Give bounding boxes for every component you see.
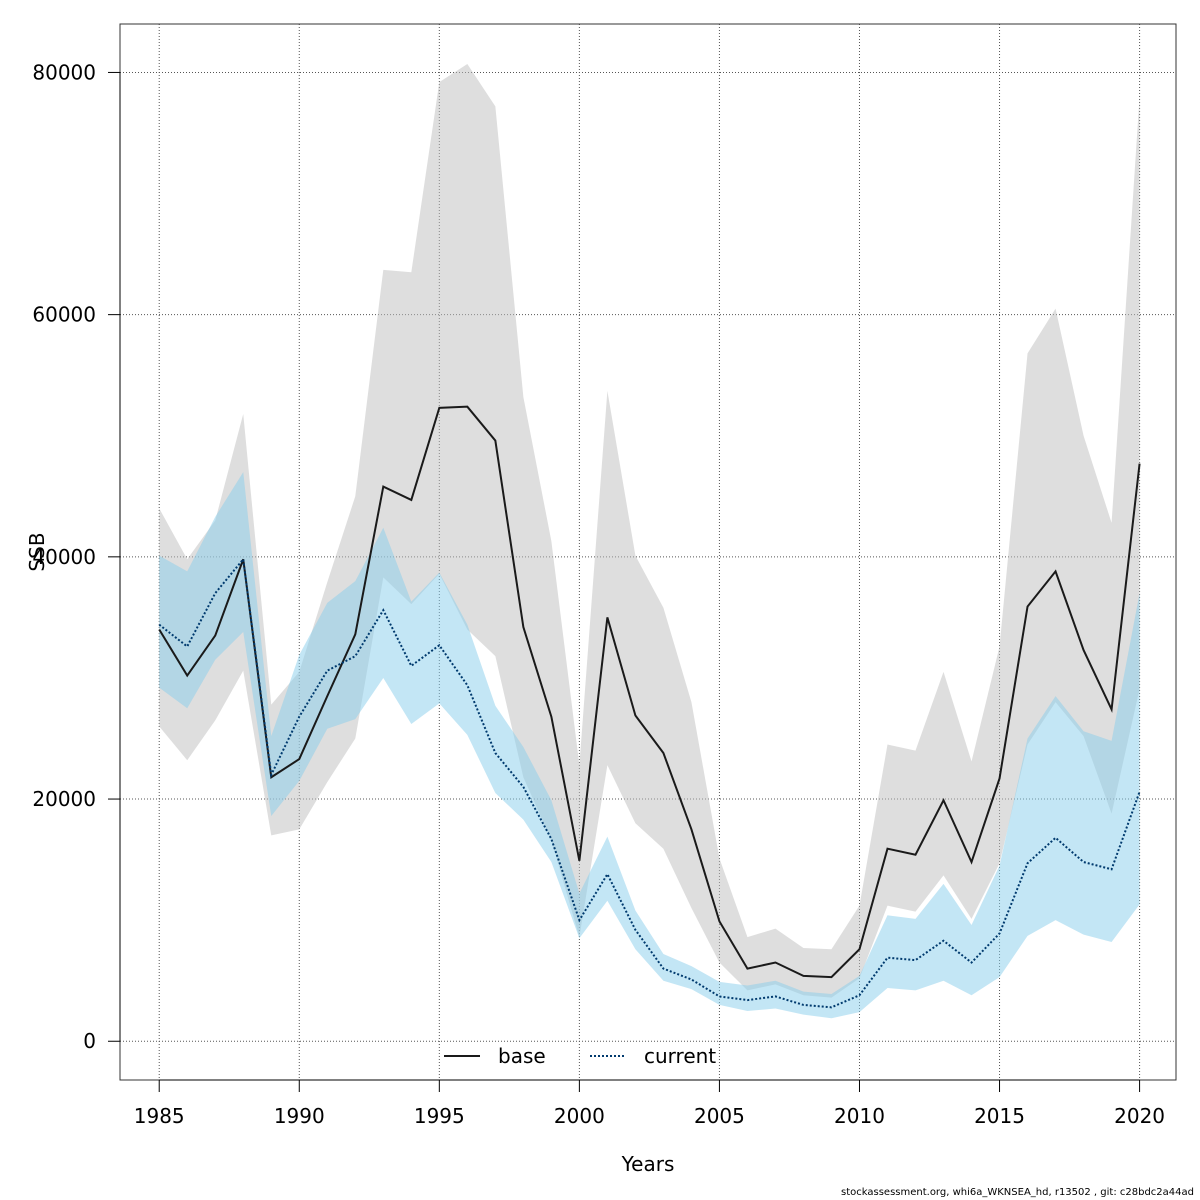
- y-tick-label: 40000: [32, 545, 96, 569]
- y-tick-label: 80000: [32, 60, 96, 84]
- legend-label-current: current: [644, 1044, 716, 1068]
- y-tick-label: 60000: [32, 303, 96, 327]
- footer-credit: stockassessment.org, whi6a_WKNSEA_hd, r1…: [841, 1187, 1194, 1198]
- x-tick-label: 1990: [274, 1104, 325, 1128]
- x-tick-label: 2015: [974, 1104, 1025, 1128]
- legend: base current: [444, 1044, 716, 1068]
- y-axis-title: SSB: [25, 532, 49, 571]
- line-base: [158, 405, 1141, 979]
- series-lines: [158, 405, 1141, 1009]
- legend-label-base: base: [498, 1044, 546, 1068]
- line-current: [158, 556, 1141, 1009]
- x-tick-label: 2010: [834, 1104, 885, 1128]
- x-tick-label: 1985: [134, 1104, 185, 1128]
- y-tick-label: 20000: [32, 787, 96, 811]
- x-tick-label: 1995: [414, 1104, 465, 1128]
- x-tick-label: 2005: [694, 1104, 745, 1128]
- x-axis: 1985 1990 1995 2000 2005 2010 2015 2020: [134, 1079, 1165, 1128]
- x-tick-label: 2000: [554, 1104, 605, 1128]
- y-tick-label: 0: [83, 1029, 96, 1053]
- band-base: [159, 63, 1140, 998]
- confidence-bands: [159, 63, 1140, 1019]
- x-axis-title: Years: [621, 1152, 675, 1176]
- y-axis: 0 20000 40000 60000 80000: [32, 60, 121, 1053]
- x-tick-label: 2020: [1114, 1104, 1165, 1128]
- band-current: [159, 472, 1140, 1019]
